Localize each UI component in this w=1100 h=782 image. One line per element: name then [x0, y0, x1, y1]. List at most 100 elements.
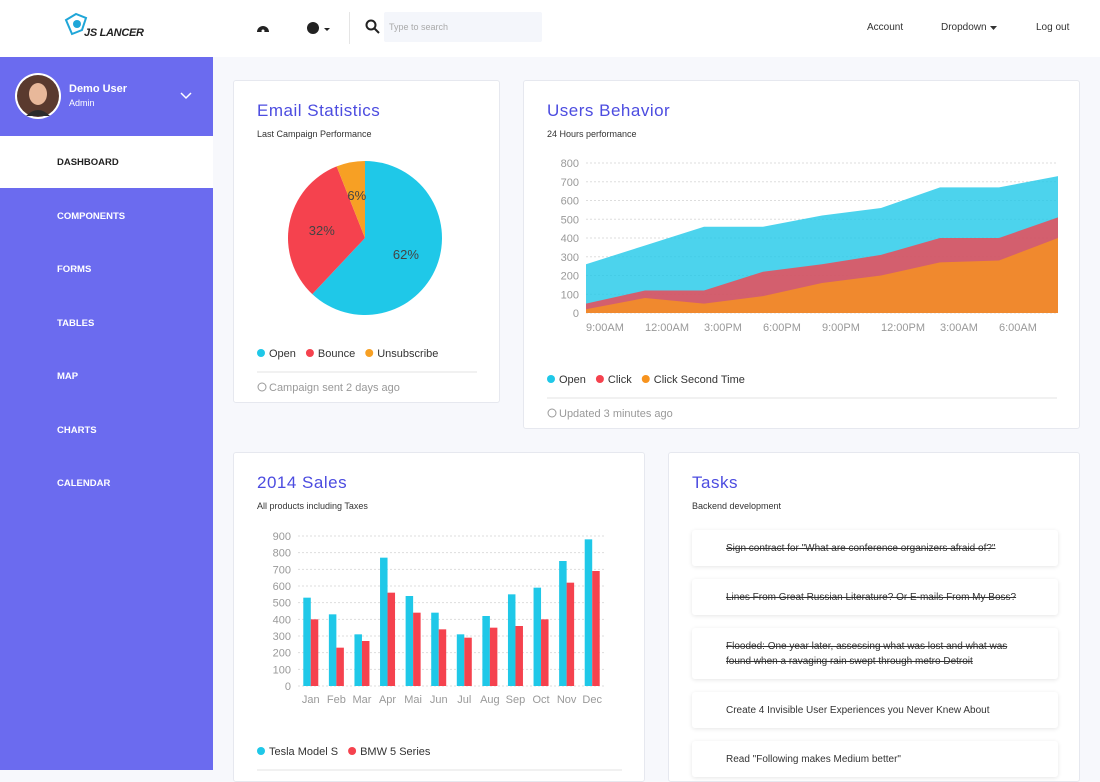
bar: [413, 612, 421, 686]
task-text: Lines From Great Russian Literature? Or …: [726, 592, 1017, 603]
user-chevron[interactable]: [180, 92, 192, 100]
pie-slice: [288, 166, 365, 295]
menu-label: TABLES: [57, 317, 95, 329]
y-tick-label: 800: [273, 548, 291, 560]
bar: [431, 612, 439, 686]
legend-label: Tesla Model S: [269, 746, 338, 758]
pie-slice: [336, 161, 365, 238]
bar: [533, 587, 542, 686]
menu-item[interactable]: COMPONENTS: [0, 190, 213, 242]
bar: [592, 571, 600, 686]
task-list: Sign contract for "What are conference o…: [692, 530, 1058, 781]
language-icon[interactable]: [306, 20, 332, 36]
x-tick-label: Sep: [506, 694, 526, 706]
bar: [464, 637, 472, 686]
y-tick-label: 700: [273, 564, 291, 576]
y-tick-label: 500: [273, 598, 291, 610]
y-tick-label: 500: [561, 214, 579, 226]
logo-icon: [64, 12, 88, 36]
menu-label: MAP: [57, 371, 79, 382]
x-tick-label: Apr: [379, 694, 396, 706]
logo-text: JS LANCER: [84, 27, 144, 39]
user-name: Demo User: [69, 83, 128, 95]
card-title: Tasks: [692, 473, 738, 492]
tasks-card: Tasks Backend development Sign contract …: [668, 452, 1080, 782]
task-text: Create 4 Invisible User Experiences you …: [726, 705, 990, 716]
x-tick-label: Jun: [430, 694, 448, 706]
bar: [489, 627, 498, 686]
header: JS LANCER Type to search Account Dropdow…: [0, 0, 1100, 57]
x-tick-label: 3:00PM: [704, 322, 742, 334]
menu-item[interactable]: FORMS: [0, 243, 213, 295]
bar: [559, 561, 567, 686]
card-subtitle: Backend development: [692, 501, 782, 511]
avatar: [15, 73, 61, 119]
legend-label: Bounce: [318, 348, 355, 360]
slice-label: 6%: [347, 188, 366, 203]
email-card: Email Statistics Last Campaign Performan…: [233, 80, 500, 403]
card-subtitle: 24 Hours performance: [547, 129, 637, 139]
x-tick-label: Mai: [404, 694, 422, 706]
y-tick-label: 800: [561, 158, 579, 170]
nav-account[interactable]: Account: [867, 22, 904, 33]
x-tick-label: 6:00PM: [763, 322, 801, 334]
nav-logout[interactable]: Log out: [1036, 22, 1070, 33]
menu-label: COMPONENTS: [57, 210, 126, 222]
x-tick-label: Mar: [352, 694, 371, 706]
sidebar: Demo User Admin DASHBOARD COMPONENTS FORMS…: [0, 57, 213, 770]
bar: [507, 594, 516, 686]
menu-label: FORMS: [57, 264, 92, 275]
search-input[interactable]: Type to search: [384, 12, 542, 42]
nav-dropdown[interactable]: Dropdown: [941, 22, 987, 33]
menu-label: CALENDAR: [57, 478, 111, 489]
legend-label: Unsubscribe: [377, 348, 438, 360]
x-tick-label: 9:00AM: [586, 322, 624, 334]
area-chart: 0 100 200 300 400 500 600 700 800 9:00AM 12:00AM 3:…: [547, 158, 1058, 420]
legend-dot: [257, 349, 265, 357]
menu-item[interactable]: MAP: [0, 350, 213, 402]
area: [586, 238, 1058, 313]
menu-item[interactable]: TABLES: [0, 297, 213, 349]
bar: [584, 539, 593, 686]
y-tick-label: 900: [273, 531, 291, 543]
caret: [990, 26, 997, 30]
card-title: Users Behavior: [547, 101, 671, 120]
y-tick-label: 100: [561, 289, 579, 301]
y-tick-label: 100: [273, 664, 291, 676]
legend-dot: [365, 349, 374, 357]
task-item: Read "Following makes Medium better": [692, 741, 1058, 777]
menu-item[interactable]: CHARTS: [0, 404, 213, 456]
card-title: 2014 Sales: [257, 473, 348, 492]
task-text: Read "Following makes Medium better": [726, 754, 901, 765]
footer-icon: [547, 408, 557, 418]
bar: [515, 626, 523, 686]
bar: [361, 641, 370, 686]
bar: [303, 597, 311, 686]
legend-label: Open: [559, 374, 586, 386]
x-tick-label: Nov: [557, 694, 577, 706]
x-tick-label: Feb: [327, 694, 346, 706]
y-tick-label: 200: [273, 648, 291, 660]
dashboard-icon[interactable]: [255, 20, 271, 36]
bar: [387, 592, 396, 686]
behavior-card: Users Behavior 24 Hours performance 0 100…: [523, 80, 1080, 429]
legend-dot: [595, 375, 604, 383]
y-tick-label: 700: [561, 177, 579, 189]
legend-label: Open: [269, 348, 296, 360]
x-tick-label: 3:00AM: [940, 322, 978, 334]
menu-label: CHARTS: [57, 424, 97, 436]
x-tick-label: 12:00AM: [645, 322, 689, 334]
bar: [456, 634, 465, 686]
task-text: Sign contract for "What are conference o…: [726, 543, 996, 554]
legend-dot: [305, 349, 314, 357]
menu-label: DASHBOARD: [57, 157, 119, 168]
bar: [380, 557, 388, 686]
x-tick-label: 9:00PM: [822, 322, 860, 334]
y-tick-label: 400: [273, 614, 291, 626]
y-tick-label: 300: [561, 252, 579, 264]
search-placeholder: Type to search: [389, 22, 449, 32]
footer-icon: [257, 382, 267, 392]
menu-item[interactable]: DASHBOARD: [0, 136, 213, 188]
menu-item[interactable]: CALENDAR: [0, 457, 213, 509]
